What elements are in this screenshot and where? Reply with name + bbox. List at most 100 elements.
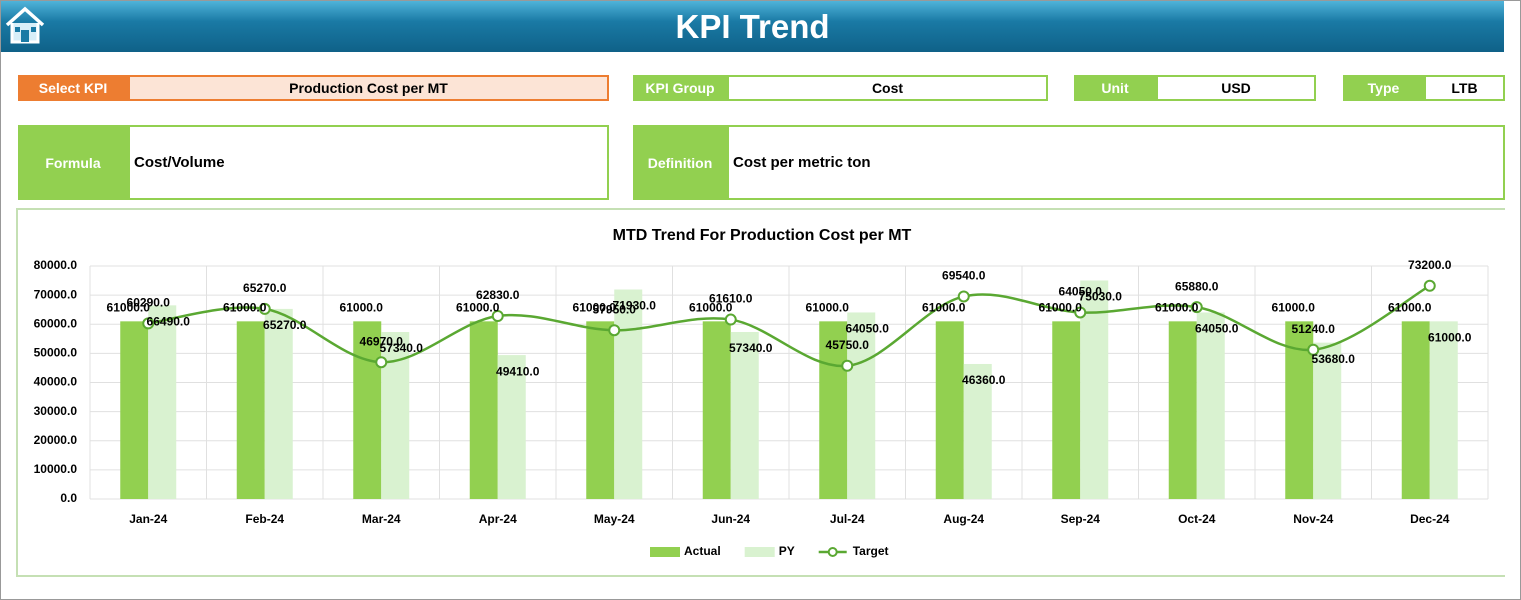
data-label: 57340.0 [729, 341, 773, 355]
marker [724, 313, 737, 326]
x-tick-label: Feb-24 [245, 512, 284, 526]
x-tick-label: Apr-24 [479, 512, 517, 526]
marker [258, 302, 271, 315]
data-label: 61000.0 [456, 301, 500, 315]
page-title: KPI Trend [675, 8, 830, 45]
data-label: 66490.0 [147, 315, 191, 329]
y-tick-label: 20000.0 [34, 433, 78, 447]
y-tick-label: 0.0 [60, 491, 77, 505]
x-tick-label: Sep-24 [1061, 512, 1101, 526]
x-tick-label: Nov-24 [1293, 512, 1333, 526]
marker [1074, 306, 1087, 319]
data-label: 57340.0 [380, 341, 424, 355]
data-label: 71930.0 [613, 299, 657, 313]
header: KPI Trend [1, 1, 1504, 52]
marker [142, 317, 155, 330]
legend-swatch [744, 547, 775, 557]
legend-swatch [650, 547, 680, 557]
x-tick-label: Aug-24 [943, 512, 984, 526]
field-label: KPI Group [633, 75, 727, 101]
data-label: 53680.0 [1312, 352, 1356, 366]
bar [819, 321, 848, 499]
data-label: 61000.0 [1039, 301, 1083, 315]
data-label: 46970.0 [360, 334, 404, 348]
data-label: 61000.0 [1155, 301, 1199, 315]
x-tick-label: Jun-24 [711, 512, 750, 526]
marker [957, 290, 970, 303]
field-label: Formula [18, 125, 128, 200]
marker [491, 310, 504, 323]
bar [1429, 321, 1458, 499]
marker [841, 359, 854, 372]
bar [614, 289, 643, 499]
data-label: 64050.0 [1195, 322, 1239, 336]
data-label: 61000.0 [107, 301, 151, 315]
data-label: 62830.0 [476, 288, 520, 302]
field-value: Cost/Volume [128, 125, 609, 200]
bar [1052, 321, 1081, 499]
data-label: 69540.0 [942, 269, 986, 283]
legend-label: Actual [684, 544, 721, 558]
y-tick-label: 30000.0 [34, 404, 78, 418]
data-label: 61000.0 [1388, 301, 1432, 315]
home-icon[interactable] [4, 5, 46, 45]
data-label: 61000.0 [806, 301, 850, 315]
chart-title: MTD Trend For Production Cost per MT [613, 227, 912, 244]
data-label: 61000.0 [223, 301, 267, 315]
y-tick-label: 60000.0 [34, 316, 78, 330]
bar [236, 321, 265, 499]
bar [497, 355, 526, 499]
field-label: Definition [633, 125, 727, 200]
x-tick-label: May-24 [594, 512, 635, 526]
bar [264, 308, 293, 499]
bar [730, 331, 759, 499]
data-label: 64050.0 [846, 322, 890, 336]
bar [702, 321, 731, 499]
legend-label: Target [853, 544, 889, 558]
y-tick-label: 50000.0 [34, 346, 78, 360]
bar [1080, 280, 1109, 499]
x-tick-label: Oct-24 [1178, 512, 1216, 526]
data-label: 61000.0 [340, 301, 384, 315]
marker [375, 356, 388, 369]
field-value: USD [1156, 75, 1316, 101]
bar [586, 321, 615, 499]
data-label: 46360.0 [962, 373, 1006, 387]
data-label: 51240.0 [1292, 322, 1336, 336]
data-label: 45750.0 [826, 338, 870, 352]
field-label: Type [1343, 75, 1424, 101]
data-label: 49410.0 [496, 364, 540, 378]
data-label: 61610.0 [709, 292, 753, 306]
bar [1196, 312, 1225, 499]
data-label: 61000.0 [689, 301, 733, 315]
field-value: LTB [1424, 75, 1505, 101]
data-label: 65270.0 [263, 318, 307, 332]
data-label: 73200.0 [1408, 258, 1452, 272]
data-label: 61000.0 [573, 301, 617, 315]
x-tick-label: Jul-24 [830, 512, 865, 526]
x-tick-label: Dec-24 [1410, 512, 1450, 526]
data-label: 60290.0 [127, 296, 171, 310]
kpi-select[interactable]: Production Cost per MT [128, 75, 609, 101]
bar [935, 321, 964, 499]
bar [120, 321, 149, 499]
line [148, 284, 1431, 368]
bar [1401, 321, 1430, 499]
legend-swatch [827, 547, 838, 557]
y-tick-label: 10000.0 [34, 462, 78, 476]
marker [1307, 343, 1320, 356]
data-label: 61000.0 [1428, 331, 1472, 345]
data-label: 57950.0 [593, 302, 637, 316]
field-label: Select KPI [18, 75, 128, 101]
data-label: 61000.0 [1272, 301, 1316, 315]
bar [469, 321, 498, 499]
y-tick-label: 70000.0 [34, 287, 78, 301]
marker [1190, 301, 1203, 314]
x-tick-label: Mar-24 [362, 512, 401, 526]
field-value: Cost per metric ton [727, 125, 1505, 200]
data-label: 65880.0 [1175, 279, 1219, 293]
bar [963, 363, 992, 499]
data-label: 61000.0 [922, 301, 966, 315]
